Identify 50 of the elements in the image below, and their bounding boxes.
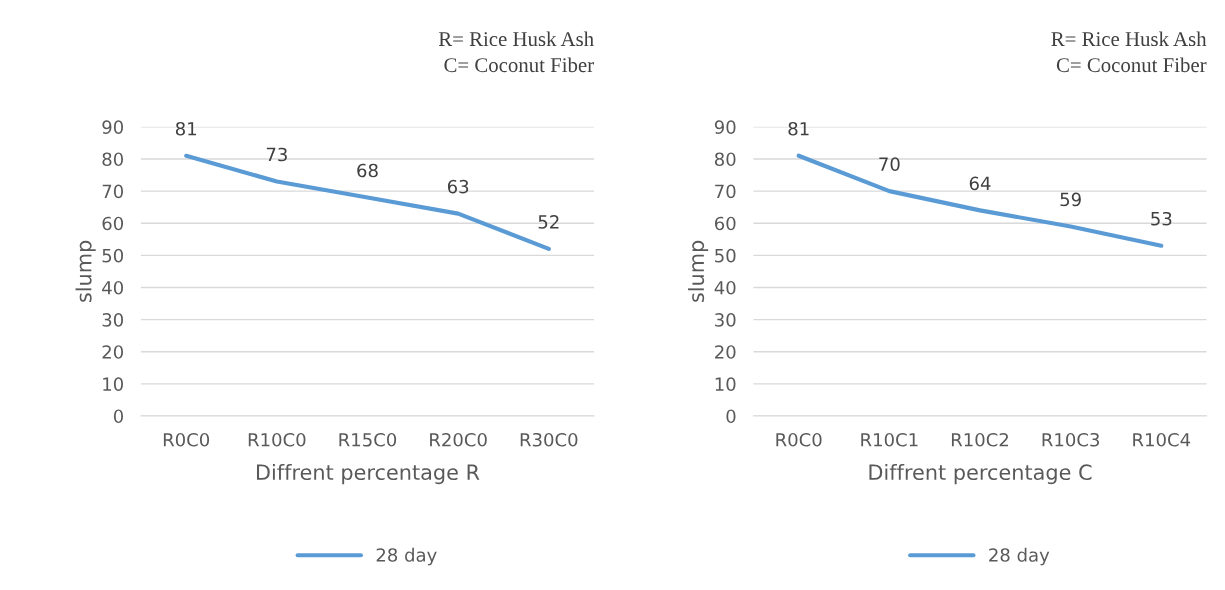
x-tick-label: R20C0: [430, 432, 487, 447]
text: C= Coconut Fiber: [1056, 57, 1207, 73]
data-label: 59: [1060, 192, 1081, 207]
y-tick-label: 30: [715, 313, 736, 327]
legend-label: 28 day: [376, 547, 437, 566]
y-tick-label: 80: [102, 152, 124, 167]
y-tick-label: 70: [715, 184, 736, 199]
data-label: 81: [175, 121, 197, 136]
y-tick-label: 30: [102, 313, 124, 327]
text: C= Coconut Fiber: [444, 57, 594, 73]
x-tick-label: R10C4: [1133, 432, 1191, 447]
text: R= Rice Husk Ash: [1051, 31, 1207, 47]
data-label: 73: [266, 147, 287, 162]
data-label: 81: [788, 121, 809, 136]
y-tick-label: 60: [102, 216, 124, 231]
x-tick-label: R15C0: [339, 432, 397, 447]
x-axis-title: Diffrent percentage R: [257, 463, 480, 485]
x-tick-label: R0C0: [776, 432, 822, 447]
text: R= Rice Husk Ash: [438, 31, 594, 47]
y-tick-label: 70: [102, 184, 124, 199]
y-tick-label: 10: [103, 377, 124, 391]
y-tick-label: 50: [102, 248, 124, 263]
y-tick-label: 80: [714, 152, 736, 167]
y-tick-label: 20: [715, 345, 736, 359]
data-label: 64: [969, 176, 991, 191]
x-axis-title: Diffrent percentage C: [869, 463, 1092, 485]
y-tick-label: 60: [714, 216, 736, 231]
data-label: 53: [1151, 211, 1172, 226]
legend-label: 28 day: [989, 547, 1050, 566]
y-tick-label: 10: [715, 377, 736, 391]
y-tick-label: 0: [726, 409, 736, 424]
y-tick-label: 20: [102, 345, 124, 359]
x-tick-label: R0C0: [163, 432, 210, 447]
data-label: 52: [538, 215, 559, 229]
y-tick-label: 0: [113, 409, 124, 424]
y-tick-label: 50: [715, 248, 736, 263]
y-axis-title: slump: [688, 240, 709, 302]
x-tick-label: R10C0: [248, 432, 306, 447]
x-tick-label: R10C1: [861, 432, 918, 447]
data-label: 68: [357, 163, 378, 178]
y-tick-label: 90: [102, 120, 124, 134]
x-tick-label: R30C0: [520, 432, 578, 447]
x-tick-label: R10C2: [951, 432, 1008, 447]
data-label: 63: [447, 179, 469, 194]
y-axis-title: slump: [75, 240, 96, 302]
y-tick-label: 40: [102, 280, 124, 295]
x-tick-label: R10C3: [1042, 432, 1100, 447]
y-tick-label: 90: [714, 120, 736, 134]
data-label: 70: [879, 157, 900, 171]
y-tick-label: 40: [714, 280, 736, 295]
